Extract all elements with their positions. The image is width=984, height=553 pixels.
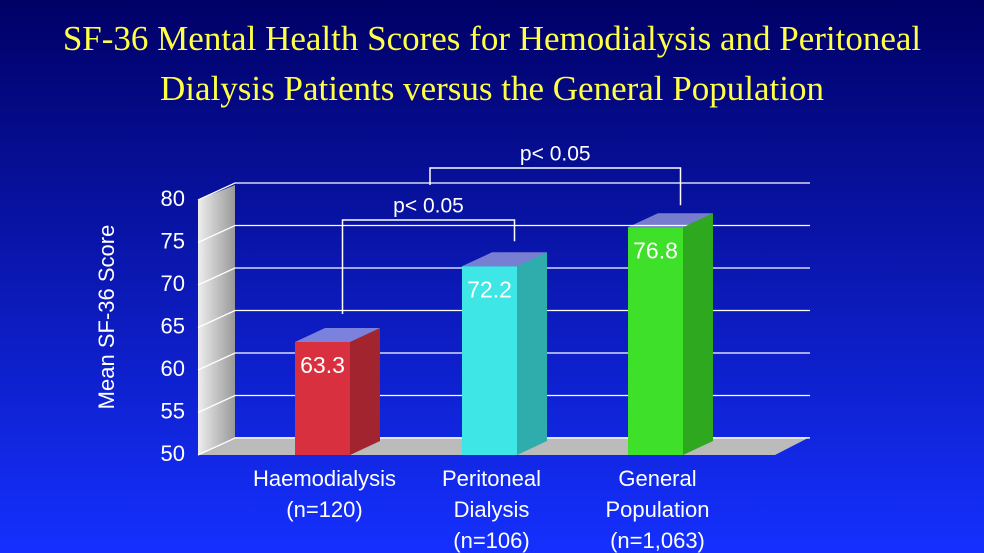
x-tick-label: Peritoneal: [442, 466, 541, 491]
annotation: p< 0.05: [520, 143, 591, 166]
bracket: [341, 219, 516, 314]
bar-face: [517, 252, 547, 455]
bar-face: [683, 213, 713, 455]
bar-face: [295, 341, 350, 455]
bar: [462, 252, 547, 455]
grid-line: [197, 309, 810, 329]
grid-line: [197, 437, 810, 456]
data-label: 76.8: [633, 237, 678, 263]
bar-face: [462, 252, 547, 267]
bar-face: [295, 327, 380, 342]
grid-line: [197, 267, 810, 286]
bracket: [429, 167, 682, 206]
y-tick-label: 70: [161, 271, 185, 296]
y-tick-label: 65: [161, 313, 185, 338]
bar-face: [517, 252, 547, 455]
bar: [628, 213, 713, 455]
bar-face: [350, 327, 380, 455]
x-tick-label: General: [618, 466, 696, 491]
chart-title: Dialysis Patients versus the General Pop…: [160, 69, 824, 108]
bar: [295, 327, 380, 455]
data-label: 63.3: [300, 352, 345, 378]
grid-line: [197, 352, 810, 371]
chart-title: SF-36 Mental Health Scores for Hemodialy…: [63, 19, 922, 58]
bar-face: [628, 227, 683, 455]
bar-face: [683, 213, 713, 455]
x-tick-label: (n=1,063): [610, 528, 705, 553]
bar-face: [462, 266, 517, 455]
x-tick-label: (n=106): [453, 528, 529, 553]
y-tick-label: 60: [161, 356, 185, 381]
y-tick-label: 80: [161, 186, 185, 211]
x-tick-label: (n=120): [286, 497, 362, 522]
x-tick-label: Haemodialysis: [253, 466, 396, 491]
grid-line: [197, 224, 810, 244]
x-tick-label: Dialysis: [454, 497, 530, 522]
data-label: 72.2: [467, 276, 512, 302]
bar-face: [628, 213, 713, 228]
y-tick-label: 55: [161, 398, 185, 423]
side-wall: [198, 185, 235, 455]
grid-line: [197, 182, 810, 201]
x-tick-label: Population: [606, 497, 710, 522]
grid-line: [197, 394, 810, 414]
y-tick-label: 50: [161, 441, 185, 466]
annotation: p< 0.05: [393, 195, 464, 218]
bar-face: [350, 327, 380, 455]
y-tick-label: 75: [161, 228, 185, 253]
y-axis-label: Mean SF-36 Score: [94, 225, 119, 410]
